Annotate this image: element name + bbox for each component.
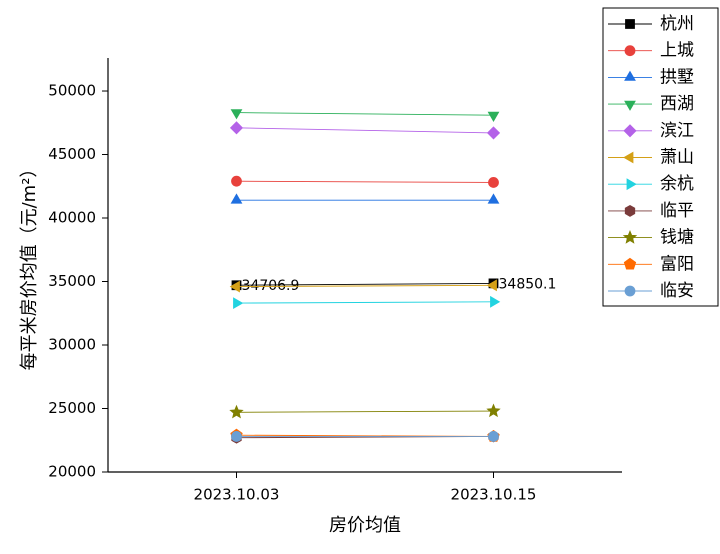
- legend-label: 钱塘: [660, 228, 694, 248]
- legend-label: 临平: [660, 201, 694, 221]
- data-point: [229, 121, 244, 135]
- data-point: [488, 431, 499, 442]
- legend-marker: [623, 124, 637, 138]
- legend-box: [602, 7, 719, 307]
- data-point: [488, 177, 499, 188]
- legend-label: 西湖: [660, 94, 694, 114]
- data-point: [231, 431, 242, 442]
- legend-label: 上城: [660, 41, 694, 61]
- legend-marker: [624, 45, 636, 57]
- legend-marker: [624, 100, 636, 111]
- series-line: [236, 180, 494, 183]
- legend-label: 余杭: [660, 174, 694, 194]
- x-tick-label: 2023.10.15: [451, 486, 537, 504]
- data-point: [231, 175, 242, 187]
- data-point: [487, 111, 500, 122]
- y-tick-label: 45000: [48, 145, 96, 163]
- x-axis-label: 房价均值: [329, 515, 401, 536]
- data-point: [487, 193, 500, 204]
- legend-marker: [624, 204, 636, 217]
- legend-label: 滨江: [660, 121, 694, 141]
- legend-marker: [624, 70, 636, 81]
- series-line: [236, 284, 494, 288]
- data-point: [490, 295, 501, 308]
- y-tick-label: 35000: [48, 272, 96, 290]
- legend-label: 杭州: [660, 14, 694, 34]
- legend-label: 拱墅: [660, 67, 694, 87]
- legend-label: 临安: [660, 281, 694, 301]
- series-line: [236, 127, 494, 134]
- y-tick-label: 20000: [48, 463, 96, 481]
- legend-label: 富阳: [660, 254, 694, 274]
- legend-marker: [622, 230, 638, 244]
- data-point: [486, 279, 497, 292]
- data-point: [486, 126, 501, 140]
- series-line: [236, 112, 494, 116]
- data-point: [486, 403, 501, 418]
- legend-marker: [624, 285, 636, 297]
- legend-marker: [623, 151, 634, 164]
- data-point: [233, 297, 244, 309]
- y-tick-label: 50000: [48, 82, 96, 100]
- data-point: [230, 109, 243, 120]
- data-point: [229, 404, 244, 419]
- legend-marker: [623, 257, 637, 270]
- series-line: [236, 282, 494, 286]
- y-axis-label: 每平米房价均值（元/m²）: [19, 160, 40, 371]
- y-tick-label: 25000: [48, 399, 96, 417]
- legend-marker: [625, 19, 635, 29]
- y-tick-label: 40000: [48, 209, 96, 227]
- data-point: [229, 280, 240, 293]
- legend-marker: [626, 178, 637, 191]
- data-label: 34850.1: [499, 276, 557, 292]
- x-tick-label: 2023.10.03: [194, 486, 280, 504]
- series-line: [236, 301, 494, 304]
- series-line: [236, 410, 494, 413]
- data-point: [230, 193, 243, 204]
- y-tick-label: 30000: [48, 336, 96, 354]
- legend-label: 萧山: [660, 148, 694, 168]
